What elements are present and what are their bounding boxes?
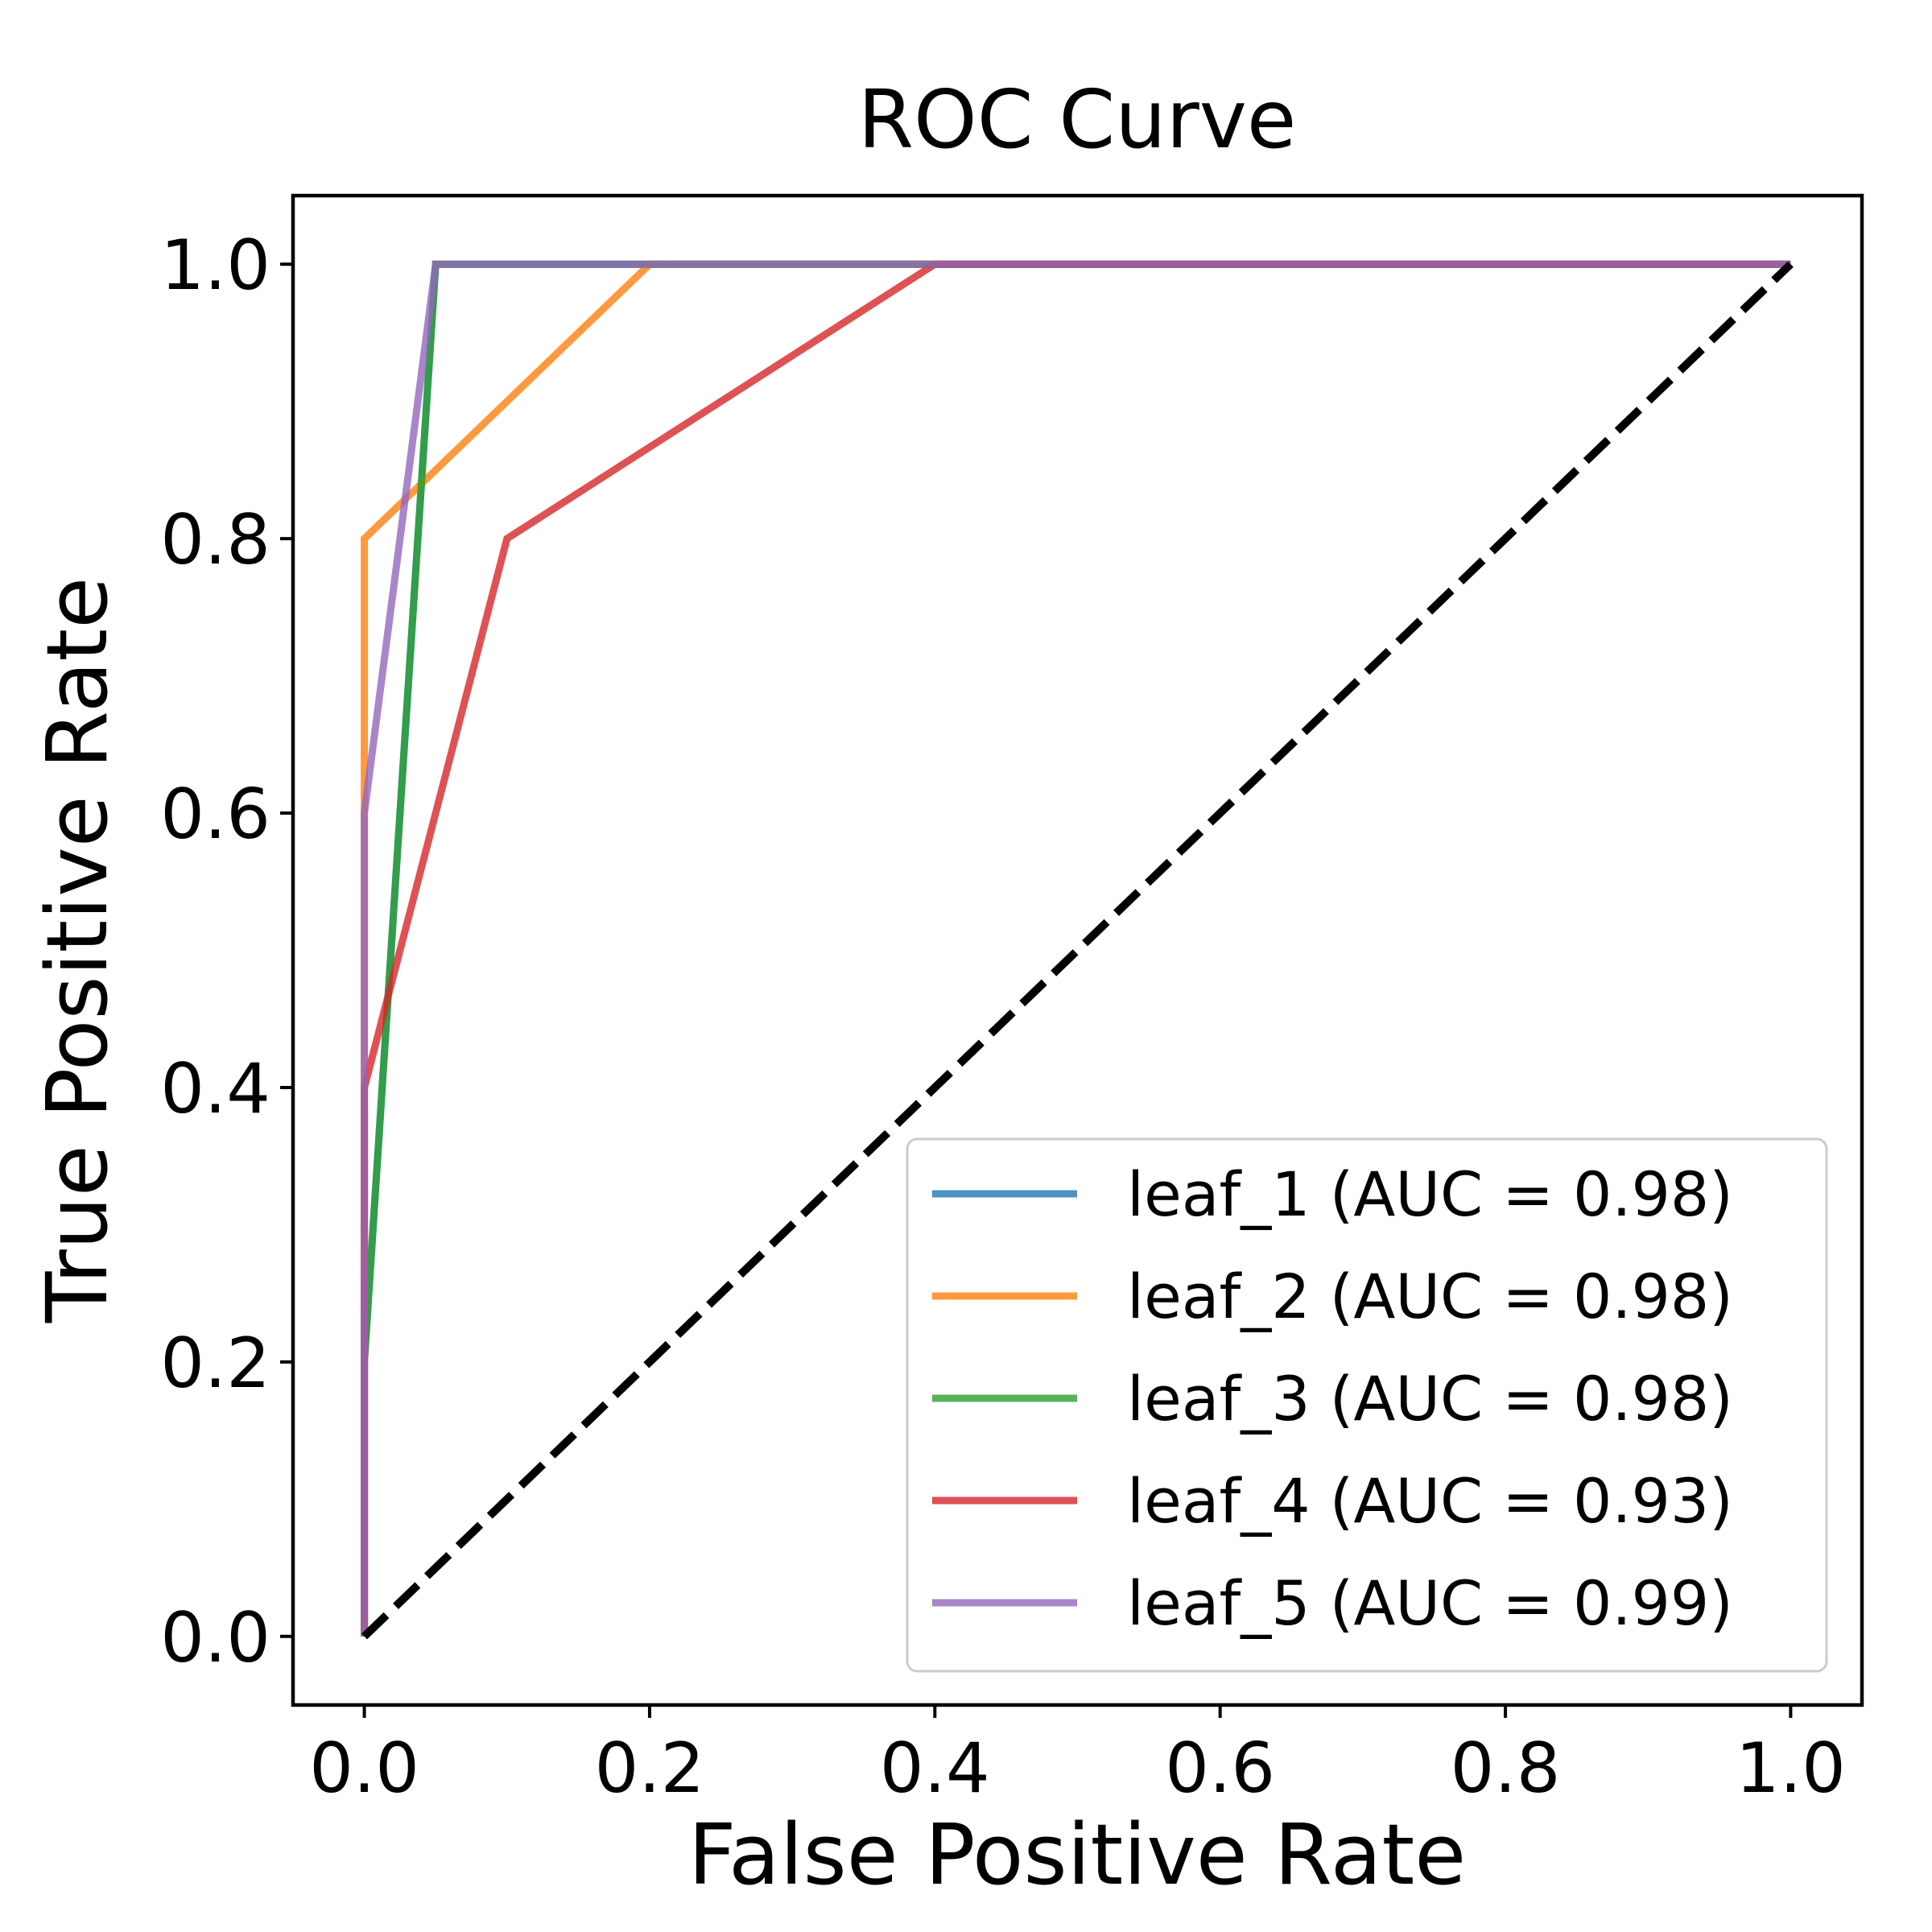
axes-ticks: 0.0 0.2 0.4 0.6 0.8 1.0 0.0 0.2 0.4 0.6 0.8 1.0 <box>160 225 1846 1809</box>
legend-label-leaf_4: leaf_4 (AUC = 0.93) <box>1127 1465 1733 1537</box>
legend-label-leaf_2: leaf_2 (AUC = 0.98) <box>1127 1261 1733 1332</box>
y-tick-label: 0.6 <box>160 774 270 855</box>
chance-line <box>361 261 1794 1640</box>
x-tick-label: 1.0 <box>1736 1728 1846 1809</box>
x-tick-label: 0.4 <box>880 1728 990 1809</box>
legend-label-leaf_3: leaf_3 (AUC = 0.98) <box>1127 1363 1733 1435</box>
y-tick-label: 0.2 <box>160 1323 270 1404</box>
legend: leaf_1 (AUC = 0.98) leaf_2 (AUC = 0.98) le… <box>906 1137 1828 1673</box>
roc-line-leaf_5 <box>361 260 1791 1637</box>
chart-title: ROC Curve <box>858 72 1297 167</box>
legend-label-leaf_1: leaf_1 (AUC = 0.98) <box>1127 1158 1733 1230</box>
y-tick-label: 0.0 <box>160 1598 270 1678</box>
y-tick-label: 0.8 <box>160 500 270 580</box>
y-axis-label: True Positive Rate <box>28 577 126 1323</box>
y-tick-label: 0.4 <box>160 1049 270 1129</box>
x-tick-label: 0.8 <box>1451 1728 1561 1809</box>
x-tick-label: 0.2 <box>595 1728 705 1809</box>
legend-label-leaf_5: leaf_5 (AUC = 0.99) <box>1127 1567 1733 1639</box>
y-tick-label: 1.0 <box>160 225 270 306</box>
x-tick-label: 0.0 <box>309 1728 419 1809</box>
plot-area <box>361 260 1794 1640</box>
legend-box <box>906 1137 1828 1673</box>
x-axis-label: False Positive Rate <box>688 1806 1467 1904</box>
x-tick-label: 0.6 <box>1165 1728 1275 1809</box>
plot-frame <box>291 193 1864 1707</box>
